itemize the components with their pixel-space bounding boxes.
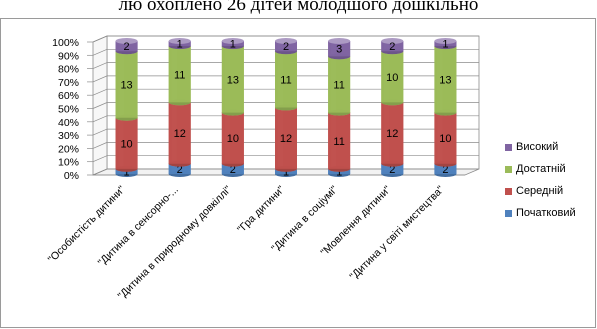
data-label: 1 — [283, 166, 289, 178]
legend-item: Середній — [505, 180, 597, 202]
bar-segment-top — [381, 38, 404, 44]
data-label: 1 — [124, 166, 130, 178]
data-label: 13 — [439, 74, 451, 86]
gridline — [92, 128, 479, 136]
category-label: "Дитина у світі мистецтва" — [348, 183, 447, 282]
data-label: 13 — [120, 79, 132, 91]
bar-segment-face — [328, 112, 351, 169]
legend-swatch — [505, 143, 512, 151]
chart-frame — [0, 18, 596, 328]
data-label: 11 — [174, 69, 185, 81]
bar-segment-top — [115, 38, 138, 44]
data-label: 10 — [120, 138, 132, 150]
data-label: 13 — [227, 74, 239, 86]
legend-label: Достатній — [516, 163, 566, 175]
bar-segment-face — [221, 163, 244, 174]
bar-segment-face — [168, 102, 191, 164]
chart-legend: Високий Достатній Середній Початковий — [505, 136, 597, 224]
category-label: "Дитина в природному довкіллі" — [116, 183, 235, 302]
bar-segment-face — [115, 41, 138, 52]
bar-segment-face — [275, 107, 297, 169]
bar-segment-face — [221, 112, 244, 164]
data-label: 1 — [230, 39, 236, 51]
gridline — [92, 168, 479, 176]
bar-segment-face — [381, 102, 404, 164]
data-label: 2 — [389, 164, 395, 176]
bar-segment-face — [381, 163, 404, 174]
data-label: 2 — [442, 164, 448, 176]
bar-segment-face — [328, 56, 351, 113]
bar-segment-top — [328, 38, 351, 44]
gridline — [92, 102, 479, 109]
gridline — [92, 155, 479, 163]
bar-segment-face — [275, 51, 297, 108]
y-tick-label: 0% — [64, 170, 79, 182]
y-tick-label: 80% — [58, 64, 79, 76]
data-label: 11 — [280, 74, 291, 86]
legend-swatch — [505, 165, 512, 173]
data-label: 10 — [227, 133, 239, 145]
data-label: 12 — [280, 133, 292, 145]
bar-segment-face — [275, 41, 297, 52]
legend-label: Початковий — [516, 207, 576, 219]
bar-segment-face — [381, 51, 404, 103]
bar-segment-face — [381, 41, 404, 52]
bar-segment-face — [328, 41, 351, 57]
data-label: 3 — [336, 44, 342, 56]
bar-segment-face — [115, 117, 138, 169]
data-label: 2 — [230, 164, 236, 176]
data-label: 1 — [177, 39, 183, 51]
data-label: 2 — [177, 164, 183, 176]
gridline — [92, 62, 479, 69]
data-label: 1 — [442, 39, 448, 51]
y-tick-label: 30% — [58, 130, 79, 142]
legend-label: Середній — [516, 185, 564, 197]
data-label: 11 — [333, 136, 344, 148]
gridline — [92, 142, 479, 149]
y-tick-label: 100% — [52, 37, 79, 49]
data-label: 11 — [333, 79, 344, 91]
legend-swatch — [505, 209, 512, 217]
data-label: 12 — [174, 128, 186, 140]
bar-segment-face — [221, 46, 244, 113]
bar-segment-face — [434, 46, 457, 113]
data-label: 10 — [386, 72, 398, 84]
bar-segment-top — [221, 38, 244, 44]
bar-segment-face — [115, 51, 138, 118]
gridline — [92, 75, 479, 83]
y-tick-label: 20% — [58, 143, 79, 155]
legend-swatch — [505, 187, 512, 195]
y-tick-label: 10% — [58, 157, 79, 169]
bar-segment-face — [434, 112, 457, 164]
bar-segment-top — [168, 38, 191, 44]
data-label: 12 — [386, 128, 398, 140]
category-label: "Гра дитини" — [235, 183, 287, 235]
data-label: 10 — [439, 133, 451, 145]
bar-segment-face — [168, 163, 191, 174]
legend-label: Високий — [516, 141, 559, 153]
data-label: 2 — [124, 41, 130, 53]
y-tick-label: 70% — [58, 77, 79, 89]
data-label: 1 — [336, 166, 342, 178]
gridline — [92, 48, 479, 56]
bar-segment-top — [275, 38, 297, 44]
bar-segment-face — [168, 46, 191, 103]
y-tick-label: 50% — [58, 104, 79, 116]
y-tick-label: 60% — [58, 90, 79, 102]
data-label: 2 — [389, 41, 395, 53]
legend-item: Високий — [505, 136, 597, 158]
y-tick-label: 40% — [58, 117, 79, 129]
gridline — [92, 35, 479, 43]
legend-item: Достатній — [505, 158, 597, 180]
gridline — [92, 88, 479, 96]
page-caption: лю охоплено 26 дітей молодшого дошкільно — [118, 0, 479, 15]
bar-segment-top — [434, 38, 457, 44]
legend-item: Початковий — [505, 202, 597, 224]
y-tick-label: 90% — [58, 50, 79, 62]
data-label: 2 — [283, 41, 289, 53]
gridline — [92, 115, 479, 123]
bar-segment-face — [434, 163, 457, 174]
